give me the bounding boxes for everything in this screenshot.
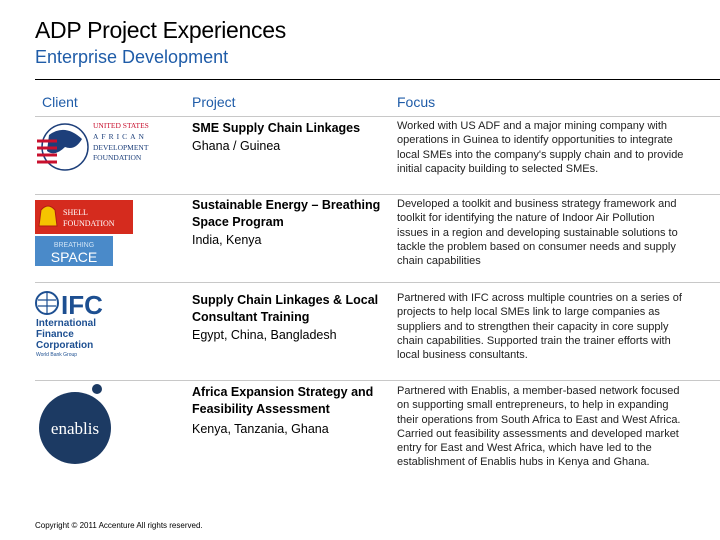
united-states-african-development-foundation-logo: UNITED STATES AFRICAN DEVELOPMENT FOUNDA… xyxy=(37,121,149,171)
logo-text: BREATHING xyxy=(54,242,94,249)
focus-text: Worked with US ADF and a major mining co… xyxy=(397,120,684,175)
project-cell: SME Supply Chain Linkages Ghana / Guinea xyxy=(192,120,384,155)
logo-text: enablis xyxy=(51,419,99,438)
project-name: SME Supply Chain Linkages xyxy=(192,121,361,135)
focus-text: Partnered with IFC across multiple count… xyxy=(397,292,682,362)
logo-text: AFRICAN xyxy=(93,132,147,141)
row-divider xyxy=(35,194,720,195)
logo-text: Corporation xyxy=(36,340,93,351)
copyright-footer: Copyright © 2011 Accenture All rights re… xyxy=(35,521,203,530)
focus-text: Partnered with Enablis, a member-based n… xyxy=(397,385,681,469)
logo-text: DEVELOPMENT xyxy=(93,143,149,152)
row-divider xyxy=(35,380,720,381)
logo-text: International xyxy=(36,318,96,329)
page-subtitle: Enterprise Development xyxy=(35,47,229,67)
page-title: ADP Project Experiences xyxy=(35,17,286,43)
project-cell: Africa Expansion Strategy and Feasibilit… xyxy=(192,384,384,438)
column-header-focus: Focus xyxy=(397,94,436,110)
ifc-logo: IFC International Finance Corporation Wo… xyxy=(35,290,103,358)
project-name: Sustainable Energy – Breathing Space Pro… xyxy=(192,198,381,229)
shell-foundation-logo: SHELL FOUNDATION xyxy=(35,200,133,234)
logo-text: FOUNDATION xyxy=(93,153,142,162)
project-location: Ghana / Guinea xyxy=(192,139,281,153)
logo-text: FOUNDATION xyxy=(63,219,115,228)
row-divider xyxy=(35,116,720,117)
focus-text: Developed a toolkit and business strateg… xyxy=(397,198,678,268)
row-divider xyxy=(35,282,720,283)
project-location: India, Kenya xyxy=(192,233,262,247)
logo-text: SHELL xyxy=(63,208,88,217)
column-header-client: Client xyxy=(42,94,78,110)
breathing-space-logo: BREATHING SPACE xyxy=(35,236,113,266)
column-header-project: Project xyxy=(192,94,236,110)
project-location: Kenya, Tanzania, Ghana xyxy=(192,422,329,436)
logo-text: World Bank Group xyxy=(36,352,77,358)
project-cell: Sustainable Energy – Breathing Space Pro… xyxy=(192,197,384,249)
logo-text: SPACE xyxy=(51,249,97,265)
title-divider xyxy=(35,79,720,80)
logo-text: UNITED STATES xyxy=(93,121,149,130)
logo-text: IFC xyxy=(61,290,103,320)
project-cell: Supply Chain Linkages & Local Consultant… xyxy=(192,292,384,344)
project-location: Egypt, China, Bangladesh xyxy=(192,328,337,342)
logo-text: Finance xyxy=(36,329,74,340)
project-name: Africa Expansion Strategy and Feasibilit… xyxy=(192,385,374,416)
enablis-logo: enablis xyxy=(39,384,111,464)
project-name: Supply Chain Linkages & Local Consultant… xyxy=(192,293,379,324)
